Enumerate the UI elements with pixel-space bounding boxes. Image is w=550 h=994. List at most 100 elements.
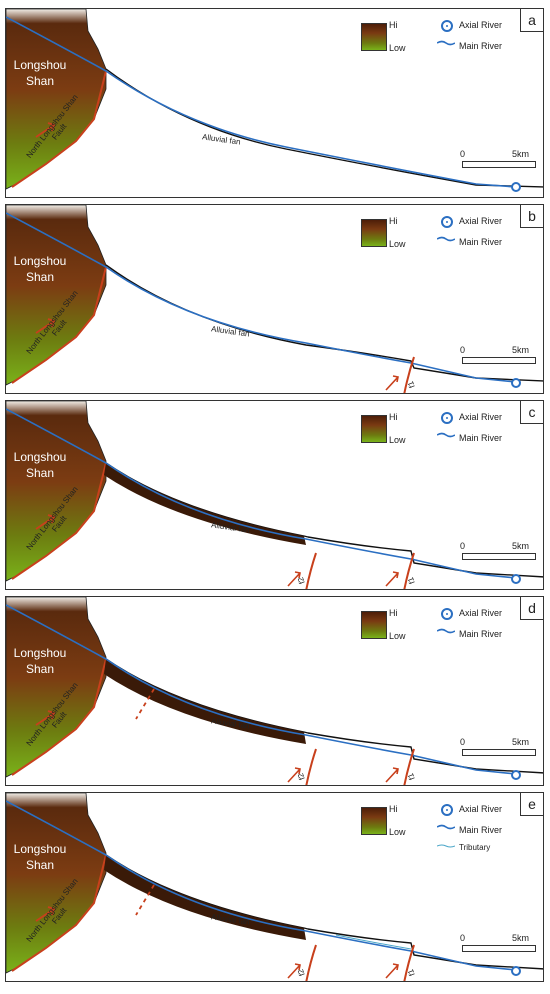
scale-bar: 0 5km <box>460 149 540 173</box>
legend-main-river: Main River <box>459 433 503 443</box>
legend-main-river: Main River <box>459 237 503 247</box>
scale-km: 5km <box>512 933 530 943</box>
scale-bar: 0 5km <box>460 933 540 957</box>
legend-main-river: Main River <box>459 41 503 51</box>
fault-motion-arrow <box>35 906 56 922</box>
legend-axial-river: Axial River <box>459 804 503 814</box>
scale-km: 5km <box>512 345 530 355</box>
scale-km: 5km <box>512 737 530 747</box>
panel-letter: d <box>520 597 543 620</box>
mountain-block <box>6 793 107 974</box>
legend-hi: Hi <box>389 20 398 30</box>
legend-tributary: Tributary <box>459 843 491 852</box>
panel-d: d Longshou Shan North Longshou Shan Fault A… <box>5 596 544 786</box>
panel-letter: b <box>520 205 543 228</box>
scale-bar: 0 5km <box>460 541 540 565</box>
f2-motion-arrow <box>287 571 301 587</box>
axial-river-icon <box>441 20 453 32</box>
scale-bar: 0 5km <box>460 345 540 369</box>
mountain-name: Longshou Shan <box>13 842 67 872</box>
legend-low: Low <box>389 43 406 53</box>
elevation-swatch <box>361 807 387 835</box>
main-river <box>6 212 517 383</box>
panel-drawing <box>6 9 543 192</box>
legend-hi: Hi <box>389 804 398 814</box>
scale-zero: 0 <box>460 149 466 159</box>
legend-hi: Hi <box>389 608 398 618</box>
scale-zero: 0 <box>460 737 466 747</box>
scale-km: 5km <box>512 541 530 551</box>
legend-main-river: Main River <box>459 825 503 835</box>
mountain-block <box>6 205 107 386</box>
legend: Hi Low Axial River Main River Tributary <box>361 801 521 861</box>
scale-zero: 0 <box>460 933 466 943</box>
f1-fault <box>403 356 415 393</box>
sediment-wedge <box>104 659 306 744</box>
scale-km: 5km <box>512 149 530 159</box>
main-river <box>6 408 517 579</box>
f1-motion-arrow <box>385 963 399 979</box>
scale-bar-rect <box>462 945 536 952</box>
f1-motion-arrow <box>385 375 399 391</box>
axial-river-symbol <box>511 378 521 388</box>
legend-low: Low <box>389 239 406 249</box>
f1-fault <box>403 748 415 785</box>
panel-drawing <box>6 597 543 785</box>
legend-axial-river: Axial River <box>459 608 503 618</box>
scale-bar: 0 5km <box>460 737 540 761</box>
mountain-name: Longshou Shan <box>13 450 67 480</box>
legend-hi: Hi <box>389 216 398 226</box>
f1-fault <box>403 552 415 589</box>
panel-e: e Longshou Shan North Longshou Shan Fault A… <box>5 792 544 982</box>
range-front-fault <box>11 854 107 972</box>
range-front-fault <box>11 266 107 384</box>
elevation-swatch <box>361 219 387 247</box>
elevation-swatch <box>361 611 387 639</box>
main-river <box>6 604 517 775</box>
scale-bar-rect <box>462 357 536 364</box>
axial-river-icon <box>441 608 453 620</box>
panel-b: b Longshou Shan North Longshou Shan Fault A… <box>5 204 544 394</box>
mountain-block <box>6 597 107 778</box>
range-front-fault <box>11 462 107 580</box>
f2-motion-arrow <box>287 767 301 783</box>
f1-motion-arrow <box>385 571 399 587</box>
mountain-name: Longshou Shan <box>13 58 67 88</box>
main-river-icon <box>437 824 455 830</box>
scale-bar-rect <box>462 553 536 560</box>
legend: Hi Low Axial River Main River <box>361 213 521 273</box>
sediment-wedge <box>104 855 306 940</box>
panel-a: a Longshou Shan North Longshou Shan Fault A… <box>5 8 544 198</box>
sediment-wedge <box>104 463 306 545</box>
abandoned-fault-trace <box>135 884 155 916</box>
f1-fault <box>403 944 415 981</box>
panel-letter: e <box>520 793 543 816</box>
panel-c: c Longshou Shan North Longshou Shan Fault A… <box>5 400 544 590</box>
legend-axial-river: Axial River <box>459 216 503 226</box>
axial-river-icon <box>441 804 453 816</box>
legend-axial-river: Axial River <box>459 412 503 422</box>
tributary-icon <box>437 844 455 848</box>
legend-main-river: Main River <box>459 629 503 639</box>
legend-hi: Hi <box>389 412 398 422</box>
fault-motion-arrow <box>35 318 56 334</box>
scale-zero: 0 <box>460 345 466 355</box>
mountain-name: Longshou Shan <box>13 254 67 284</box>
legend: Hi Low Axial River Main River <box>361 17 521 77</box>
axial-river-symbol <box>511 182 521 192</box>
range-front-fault <box>11 658 107 776</box>
fault-motion-arrow <box>35 514 56 530</box>
main-river <box>6 800 517 971</box>
f1-motion-arrow <box>385 767 399 783</box>
main-river-icon <box>437 628 455 634</box>
legend-low: Low <box>389 435 406 445</box>
axial-river-symbol <box>511 574 521 584</box>
f2-fault <box>305 552 317 589</box>
mountain-name: Longshou Shan <box>13 646 67 676</box>
abandoned-fault-trace <box>135 688 155 720</box>
f2-fault <box>305 748 317 785</box>
elevation-swatch <box>361 415 387 443</box>
fault-motion-arrow <box>35 710 56 726</box>
main-river-icon <box>437 40 455 46</box>
panel-drawing <box>6 401 543 589</box>
